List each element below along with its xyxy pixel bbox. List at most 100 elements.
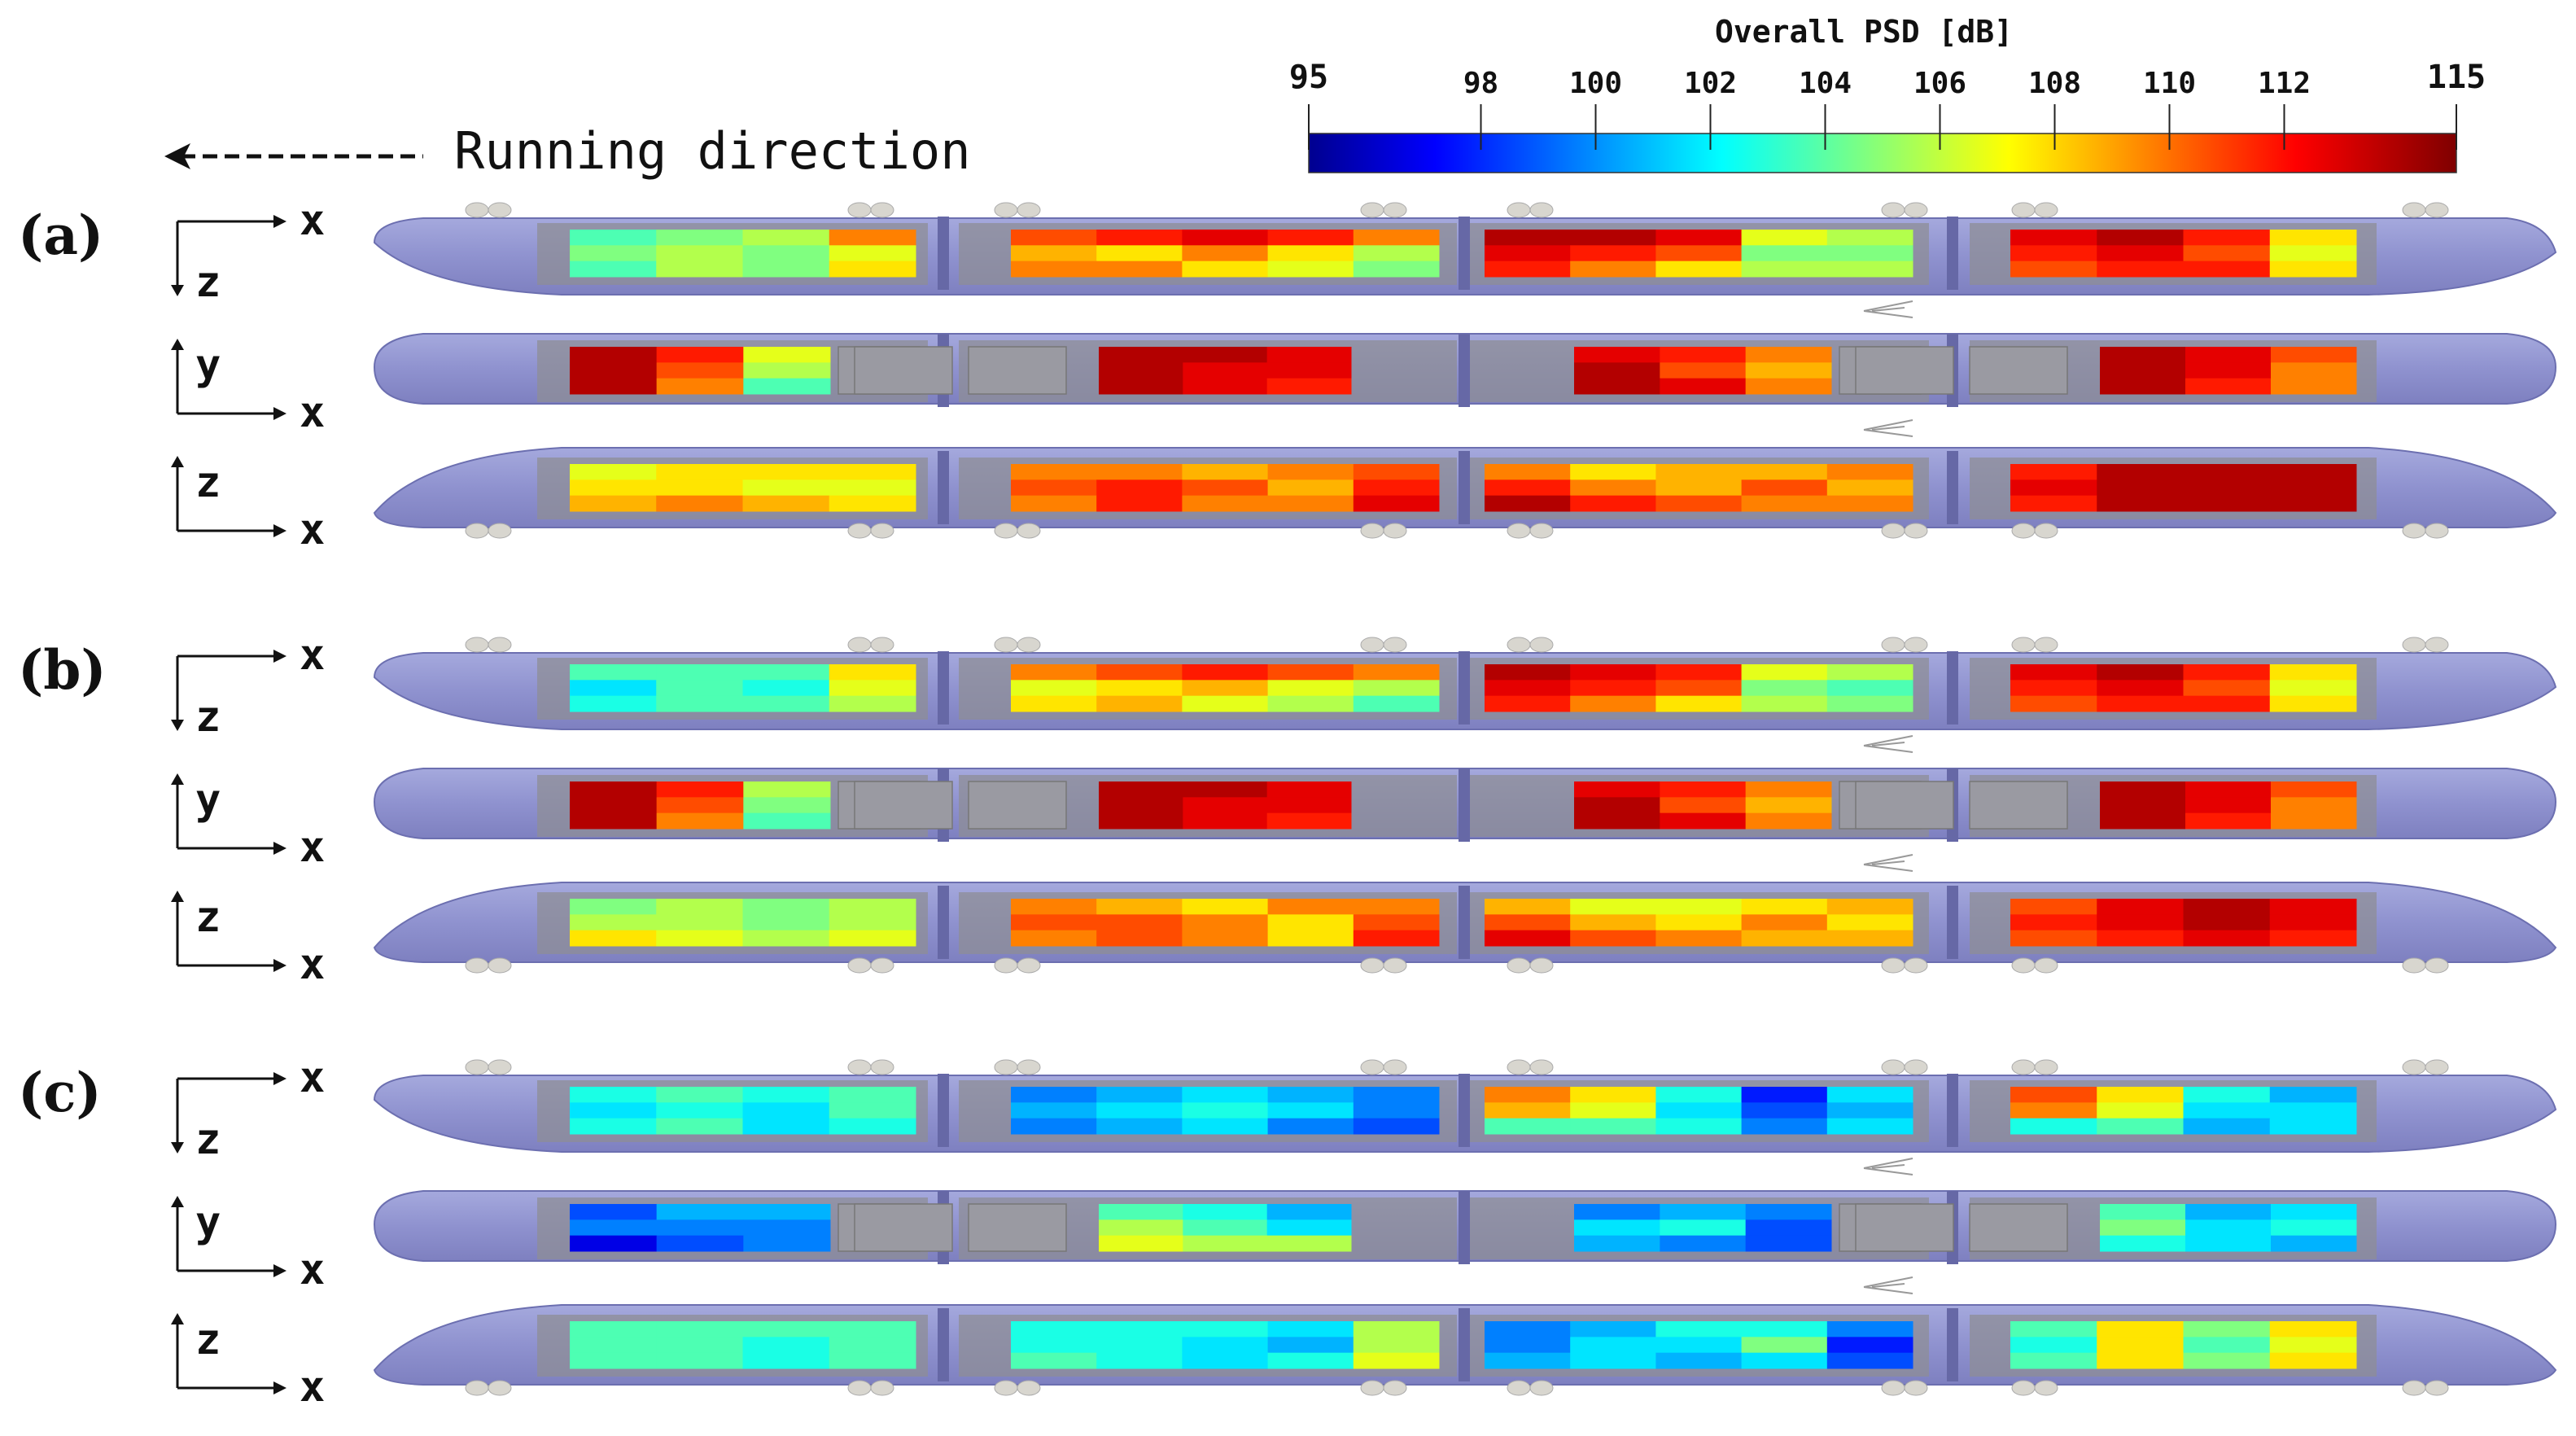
psd-patch (1182, 914, 1269, 931)
psd-patch (1485, 930, 1571, 947)
psd-patch (1741, 1118, 1828, 1135)
psd-patch (656, 899, 743, 915)
psd-patch (2183, 1321, 2271, 1337)
roof-equipment (968, 1203, 1067, 1252)
psd-patch (1574, 1219, 1660, 1237)
psd-patch (1182, 1352, 1269, 1369)
psd-patch (1745, 797, 1832, 814)
psd-patch (656, 930, 743, 947)
psd-patch (2269, 1102, 2357, 1119)
roof-equipment (968, 346, 1067, 395)
psd-patch (742, 495, 830, 512)
psd-patch (1655, 1352, 1743, 1369)
psd-patch (1655, 1321, 1743, 1337)
axis-letter: z (195, 1316, 221, 1364)
bogie-icon (1507, 1059, 1554, 1075)
axis-arrowhead-icon (171, 1196, 184, 1207)
psd-patch (2097, 695, 2184, 712)
psd-patch (1096, 245, 1183, 262)
psd-patch (1267, 680, 1354, 697)
psd-patch (1570, 245, 1656, 262)
psd-patch (1099, 347, 1183, 363)
psd-patch (1182, 695, 1269, 712)
bogie-icon (994, 637, 1041, 653)
psd-patch (570, 797, 658, 814)
psd-patch (1570, 930, 1656, 947)
psd-patch (1741, 695, 1828, 712)
psd-patch (1826, 230, 1913, 246)
axis-letter: z (195, 693, 221, 742)
psd-patch (1011, 230, 1097, 246)
psd-patch (1570, 1352, 1656, 1369)
psd-patch (829, 680, 916, 697)
psd-patch (2010, 260, 2097, 278)
psd-patch (1011, 914, 1097, 931)
psd-patch (1182, 1102, 1269, 1119)
axis-letter: x (300, 631, 325, 680)
psd-patch (1660, 1204, 1747, 1220)
psd-patch (1485, 695, 1571, 712)
axis-triad: xz (171, 196, 325, 307)
psd-patch (2010, 1321, 2097, 1337)
bogie-icon (1360, 1059, 1407, 1075)
psd-patch (1826, 695, 1913, 712)
bogie-icon (1507, 202, 1554, 218)
psd-patch (2185, 797, 2272, 814)
psd-patch (1741, 245, 1828, 262)
psd-patch (2183, 495, 2271, 512)
psd-patch (1182, 680, 1269, 697)
psd-patch (1096, 230, 1183, 246)
psd-patch (1353, 695, 1440, 712)
psd-patch (1655, 680, 1743, 697)
bogie-icon (2402, 637, 2449, 653)
psd-patch (570, 1235, 658, 1252)
psd-patch (2271, 781, 2357, 798)
psd-patch (1570, 899, 1656, 915)
psd-patch (570, 1102, 657, 1119)
psd-patch (1826, 899, 1913, 915)
psd-patch (570, 464, 657, 480)
psd-patch (1826, 245, 1913, 262)
psd-patch (656, 495, 743, 512)
psd-patch (1096, 1337, 1183, 1354)
axis-triad: xy (171, 339, 325, 437)
psd-patch (743, 797, 831, 814)
bogie-icon (2402, 202, 2449, 218)
psd-patch (1011, 260, 1097, 278)
psd-patch (570, 378, 658, 395)
psd-patch (1182, 245, 1269, 262)
car-gap (938, 1308, 949, 1381)
psd-patch (1353, 1102, 1440, 1119)
psd-patch (1741, 260, 1828, 278)
psd-patch (1267, 914, 1354, 931)
axis-letter: x (300, 1246, 325, 1294)
psd-patch (2097, 464, 2184, 480)
psd-patch (829, 1087, 916, 1103)
psd-patch (742, 899, 830, 915)
psd-patch (1485, 1102, 1571, 1119)
train-view-side-bottom: xz (171, 854, 2557, 989)
bogie-icon (1360, 1380, 1407, 1396)
pantograph-icon (1863, 1158, 1913, 1176)
psd-patch (2269, 664, 2357, 681)
bogie-icon (2402, 957, 2449, 974)
psd-patch (2010, 914, 2097, 931)
psd-patch (1485, 479, 1571, 497)
axis-arrowhead-icon (171, 891, 184, 902)
colorbar-tick-label: 112 (2258, 67, 2311, 100)
psd-patch (1096, 899, 1183, 915)
panel-label: (a) (18, 204, 103, 267)
train-view-side-top: xz (171, 1053, 2557, 1176)
axis-triad: xz (171, 1053, 325, 1164)
psd-patch (742, 680, 830, 697)
psd-patch (1574, 781, 1660, 798)
psd-patch (656, 230, 743, 246)
bogie-icon (847, 1059, 894, 1075)
psd-patch (2269, 695, 2357, 712)
psd-patch (2010, 899, 2097, 915)
axis-arrowhead-icon (171, 720, 184, 731)
car-gap (938, 1074, 949, 1147)
axis-arrowhead-icon (273, 215, 286, 228)
axis-arrowhead-icon (171, 773, 184, 785)
psd-patch (1485, 1118, 1571, 1135)
